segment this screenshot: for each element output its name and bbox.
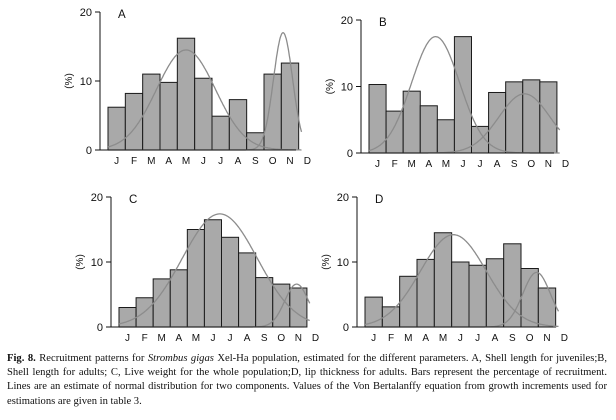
x-tick-label-a-10: N: [286, 156, 293, 167]
distribution-curve-a-1: [107, 49, 302, 151]
y-tick-label-d-0: 0: [343, 322, 349, 334]
x-tick-label-c-10: N: [295, 333, 302, 344]
x-tick-label-a-1: F: [131, 156, 137, 167]
y-tick-label-a-2: 20: [80, 7, 92, 19]
x-tick-label-d-4: M: [439, 333, 447, 344]
y-tick-label-a-0: 0: [86, 145, 92, 157]
bar-d-10: [537, 287, 557, 328]
y-tick-label-b-2: 20: [341, 15, 353, 27]
x-tick-label-b-6: J: [478, 159, 483, 170]
x-tick-label-d-3: A: [422, 333, 429, 344]
panel-label-c: C: [129, 194, 137, 206]
panel-label-b: B: [379, 17, 387, 29]
y-axis-label-a: (%): [64, 73, 75, 89]
x-tick-label-a-2: M: [147, 156, 155, 167]
y-tick-label-c-2: 20: [91, 192, 103, 204]
x-tick-label-a-7: A: [235, 156, 242, 167]
caption-text-rest: Xel-Ha population, estimated for the dif…: [7, 353, 607, 407]
x-tick-label-b-5: J: [460, 159, 465, 170]
x-tick-label-d-10: N: [543, 333, 550, 344]
x-tick-label-b-1: F: [392, 159, 398, 170]
x-tick-label-b-10: N: [545, 159, 552, 170]
bar-d-7: [485, 258, 505, 328]
x-tick-label-d-0: J: [371, 333, 376, 344]
caption-species: Strombus gigas: [147, 353, 214, 364]
x-tick-label-b-7: A: [494, 159, 501, 170]
x-tick-label-c-1: F: [142, 333, 148, 344]
x-tick-label-b-2: M: [408, 159, 416, 170]
y-tick-label-a-1: 10: [80, 76, 92, 88]
x-tick-label-a-3: A: [165, 156, 172, 167]
distribution-curve-d-1: [364, 234, 559, 328]
x-tick-label-b-4: M: [442, 159, 450, 170]
x-tick-label-c-11: D: [312, 333, 319, 344]
x-tick-label-a-0: J: [114, 156, 119, 167]
distribution-curve-c-1: [118, 213, 310, 325]
y-axis-label-d: (%): [321, 254, 332, 270]
x-tick-label-b-8: S: [511, 159, 518, 170]
y-axis-label-c: (%): [75, 254, 86, 270]
bar-d-4: [433, 232, 453, 328]
y-tick-label-b-0: 0: [347, 148, 353, 160]
panel-label-a: A: [118, 9, 126, 21]
x-tick-label-b-0: J: [375, 159, 380, 170]
x-tick-label-d-2: M: [404, 333, 412, 344]
x-tick-label-a-11: D: [304, 156, 311, 167]
panel-label-d: D: [375, 194, 383, 206]
bar-d-6: [468, 264, 487, 328]
x-tick-label-d-11: D: [561, 333, 568, 344]
y-tick-label-b-1: 10: [341, 82, 353, 94]
y-tick-label-c-0: 0: [97, 322, 103, 334]
y-axis-label-b: (%): [325, 79, 336, 95]
x-tick-label-c-0: J: [125, 333, 130, 344]
x-tick-label-b-11: D: [562, 159, 569, 170]
x-tick-label-a-4: M: [182, 156, 190, 167]
x-tick-label-a-8: S: [252, 156, 259, 167]
x-tick-label-c-6: J: [228, 333, 233, 344]
x-tick-label-d-1: F: [388, 333, 394, 344]
x-tick-label-d-6: J: [475, 333, 480, 344]
x-tick-label-c-5: J: [210, 333, 215, 344]
bar-d-3: [416, 258, 435, 328]
x-tick-label-d-9: O: [526, 333, 534, 344]
x-tick-label-c-7: A: [244, 333, 251, 344]
x-tick-label-a-9: O: [269, 156, 277, 167]
y-tick-label-d-1: 10: [337, 257, 349, 269]
x-tick-label-b-3: A: [425, 159, 432, 170]
x-tick-label-a-6: J: [218, 156, 223, 167]
x-tick-label-d-8: S: [509, 333, 516, 344]
figure-caption: Fig. 8. Recruitment patterns for Strombu…: [7, 352, 607, 409]
y-tick-label-d-2: 20: [337, 192, 349, 204]
caption-fig-number: Fig. 8.: [7, 353, 36, 364]
x-tick-label-c-8: S: [261, 333, 268, 344]
x-tick-label-a-5: J: [201, 156, 206, 167]
x-tick-label-c-2: M: [158, 333, 166, 344]
bar-d-5: [451, 261, 470, 328]
x-tick-label-d-5: J: [458, 333, 463, 344]
bar-d-2: [399, 275, 418, 328]
x-tick-label-c-9: O: [277, 333, 285, 344]
caption-text-start: Recruitment patterns for: [35, 353, 148, 364]
x-tick-label-c-3: A: [175, 333, 182, 344]
y-tick-label-c-1: 10: [91, 257, 103, 269]
x-tick-label-b-9: O: [527, 159, 535, 170]
x-tick-label-c-4: M: [192, 333, 200, 344]
x-tick-label-d-7: A: [492, 333, 499, 344]
